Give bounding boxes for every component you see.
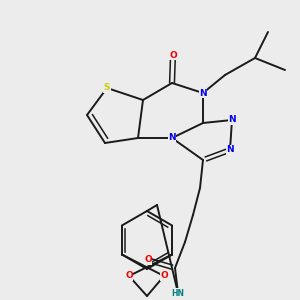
Text: N: N	[228, 116, 236, 124]
Text: S: S	[104, 83, 110, 92]
Text: O: O	[125, 272, 133, 280]
Text: N: N	[199, 88, 207, 98]
Text: HN: HN	[172, 289, 184, 298]
Text: O: O	[144, 256, 152, 265]
Text: O: O	[169, 50, 177, 59]
Text: N: N	[226, 146, 234, 154]
Text: N: N	[168, 134, 176, 142]
Text: O: O	[160, 272, 168, 280]
